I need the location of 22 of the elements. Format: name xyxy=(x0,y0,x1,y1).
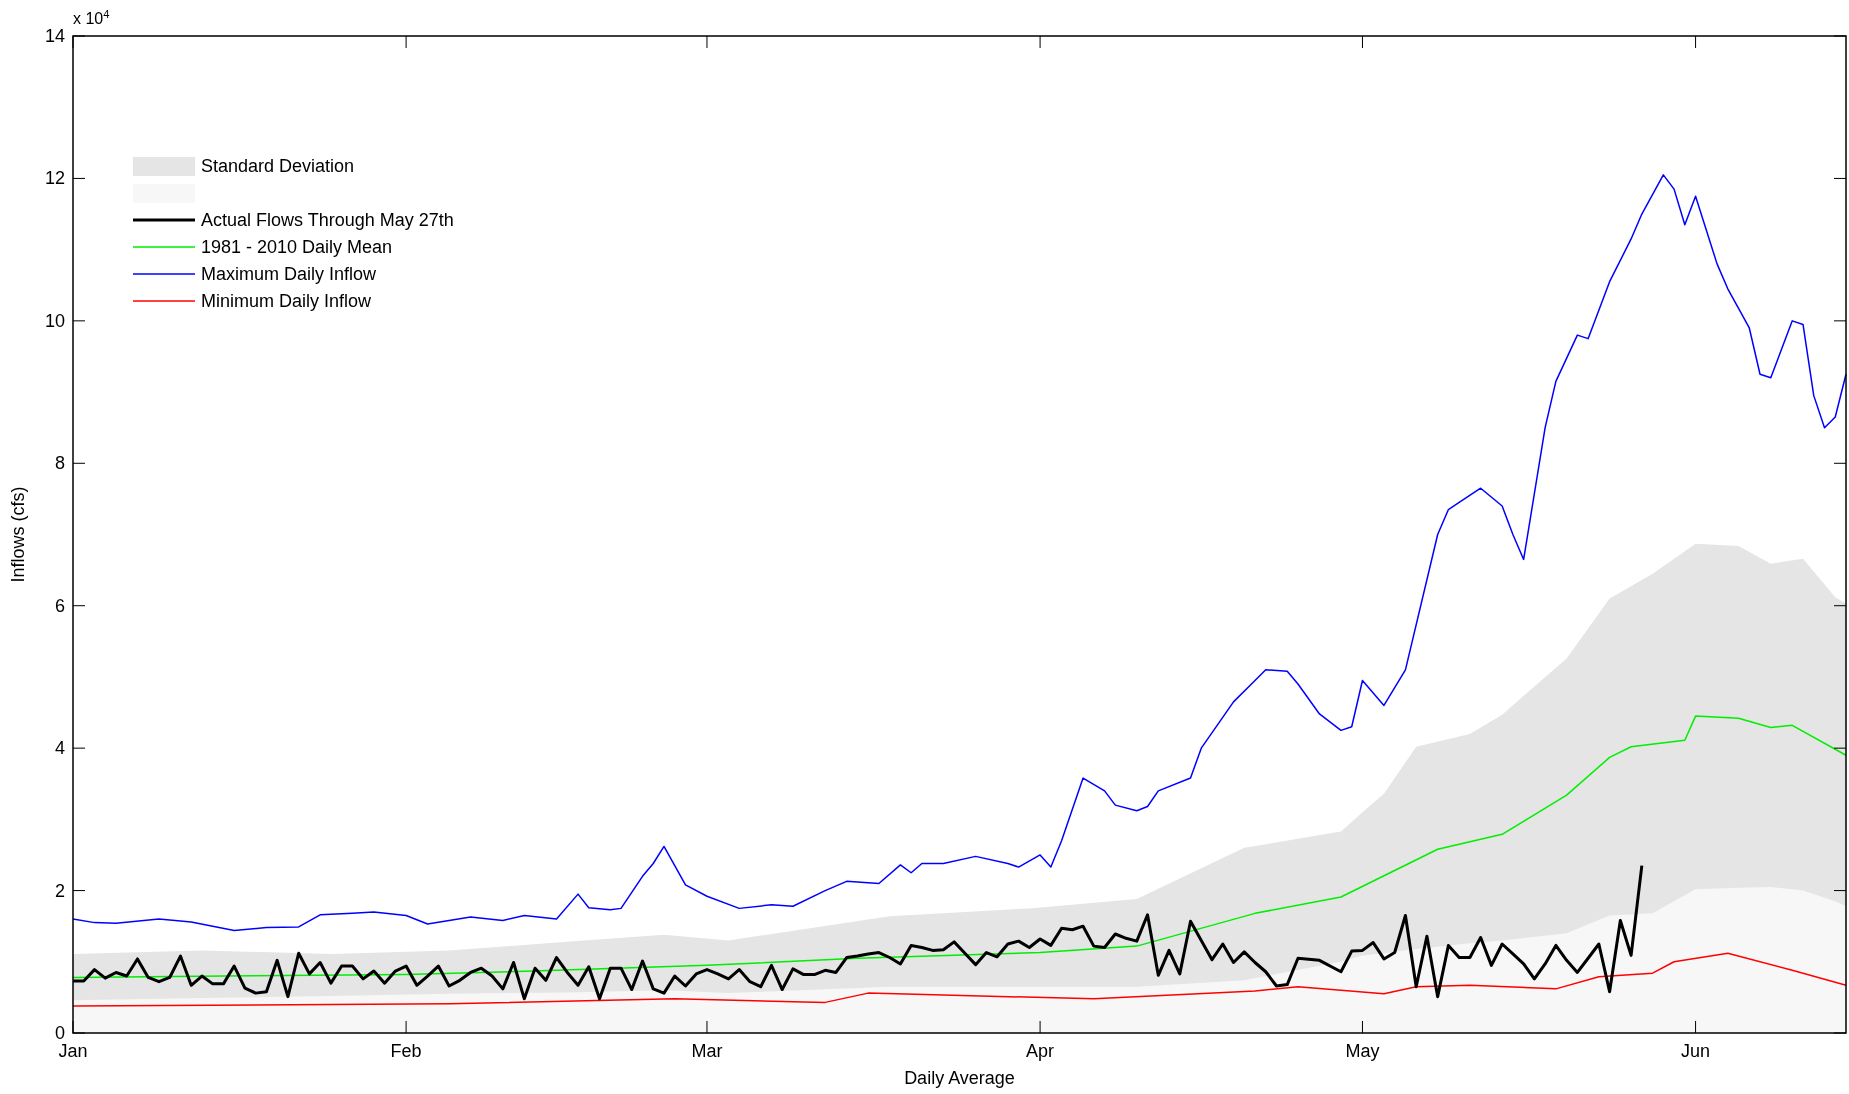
y-tick-label: 8 xyxy=(54,453,65,474)
y-tick-label: 4 xyxy=(54,738,65,759)
x-tick-label: Feb xyxy=(390,1041,422,1061)
legend-label: Maximum Daily Inflow xyxy=(201,264,378,284)
x-tick-label: Mar xyxy=(691,1041,723,1061)
legend-label: Actual Flows Through May 27th xyxy=(201,210,454,230)
legend-label: Standard Deviation xyxy=(201,156,355,176)
x-tick-label: Jan xyxy=(58,1041,88,1061)
x-tick-label: Jun xyxy=(1681,1041,1711,1061)
y-axis-title: Inflows (cfs) xyxy=(8,486,28,583)
y-tick-label: 14 xyxy=(44,26,65,46)
y-tick-label: 0 xyxy=(54,1023,65,1043)
y-tick-label: 2 xyxy=(54,880,65,901)
x-tick-label: May xyxy=(1345,1041,1380,1061)
x-tick-label: Apr xyxy=(1026,1041,1055,1061)
y-tick-label: 6 xyxy=(54,595,65,616)
x-axis-title: Daily Average xyxy=(904,1068,1015,1088)
y-tick-label: 12 xyxy=(44,168,65,189)
y-tick-label: 10 xyxy=(44,310,65,331)
legend-label: 1981 - 2010 Daily Mean xyxy=(201,237,393,257)
text: x 10$^{4}$ xyxy=(73,8,110,27)
legend-label: Minimum Daily Inflow xyxy=(201,291,373,311)
